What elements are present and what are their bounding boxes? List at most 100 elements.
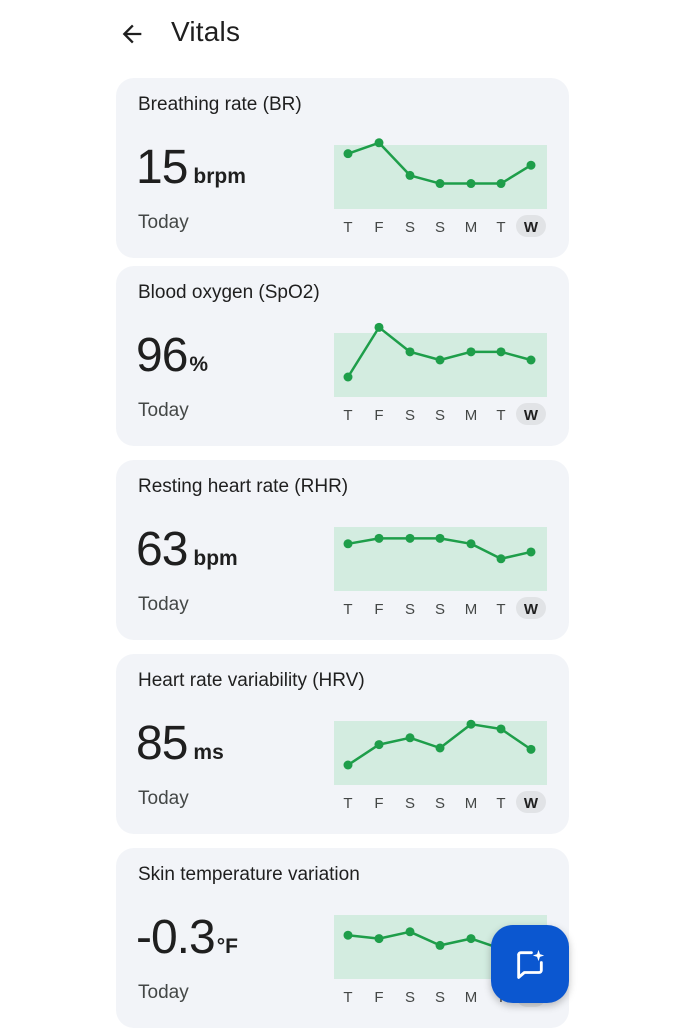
today-highlight <box>516 215 546 237</box>
day-label: F <box>374 989 383 1006</box>
trend-point <box>435 533 445 543</box>
day-label: S <box>435 219 445 236</box>
vital-reading: -0.3 °F <box>136 910 238 965</box>
vital-value: 96 <box>136 329 188 382</box>
trend-point <box>343 760 353 770</box>
trend-point <box>526 744 536 754</box>
day-label: F <box>374 219 383 236</box>
day-label: M <box>465 601 478 618</box>
vital-card[interactable]: Blood oxygen (SpO2) 96% Today T F S S M T W <box>116 266 569 446</box>
day-label: S <box>405 407 415 424</box>
vital-period: Today <box>138 788 189 809</box>
vital-value: 85 <box>136 717 188 770</box>
trend-point <box>435 940 445 950</box>
trend-point <box>405 170 415 180</box>
trend-point <box>526 547 536 557</box>
day-label: S <box>405 219 415 236</box>
day-label: T <box>343 601 352 618</box>
trend-point <box>496 347 506 357</box>
assistant-fab-button[interactable] <box>491 925 569 1003</box>
day-label: W <box>524 795 539 812</box>
normal-range-band <box>334 145 547 209</box>
trend-point <box>374 322 384 332</box>
arrow-left-icon <box>122 24 142 44</box>
vital-value: 63 <box>136 523 188 576</box>
day-label: S <box>405 989 415 1006</box>
vital-period: Today <box>138 594 189 615</box>
day-label: F <box>374 601 383 618</box>
trend-point <box>374 740 384 750</box>
vital-card[interactable]: Resting heart rate (RHR) 63 bpm Today T F S S M T… <box>116 460 569 640</box>
trend-point <box>466 719 476 729</box>
trend-point <box>466 539 476 549</box>
vital-unit: brpm <box>193 165 246 188</box>
day-label: M <box>465 407 478 424</box>
trend-point <box>405 533 415 543</box>
day-label: S <box>435 407 445 424</box>
day-label: S <box>405 601 415 618</box>
normal-range-band <box>334 333 547 397</box>
day-label: S <box>435 601 445 618</box>
chat-sparkle-icon <box>517 949 545 979</box>
day-label: W <box>524 219 539 236</box>
app-header: Vitals <box>0 0 683 72</box>
day-label: F <box>374 795 383 812</box>
trend-point <box>343 930 353 940</box>
trend-point <box>466 347 476 357</box>
day-label: F <box>374 407 383 424</box>
trend-point <box>435 355 445 365</box>
trend-point <box>466 179 476 189</box>
trend-point <box>435 743 445 753</box>
vital-value: -0.3 <box>136 911 216 964</box>
vital-unit: bpm <box>193 547 238 570</box>
normal-range-band <box>334 721 547 785</box>
vital-unit: °F <box>216 935 238 958</box>
trend-point <box>496 724 506 734</box>
day-label: T <box>343 219 352 236</box>
trend-point <box>526 355 536 365</box>
trend-point <box>435 179 445 189</box>
vital-period: Today <box>138 982 189 1003</box>
day-label: M <box>465 219 478 236</box>
trend-point <box>343 539 353 549</box>
vital-period: Today <box>138 400 189 421</box>
page-title: Vitals <box>171 16 241 47</box>
day-label: T <box>343 407 352 424</box>
day-label: T <box>496 407 505 424</box>
day-label: T <box>496 219 505 236</box>
vital-reading: 63 bpm <box>136 522 238 577</box>
day-label: M <box>465 795 478 812</box>
trend-point <box>374 138 384 148</box>
vital-reading: 96% <box>136 328 208 383</box>
vital-card[interactable]: Heart rate variability (HRV) 85 ms Today T F S… <box>116 654 569 834</box>
vital-title: Breathing rate (BR) <box>138 94 302 115</box>
day-label: S <box>435 989 445 1006</box>
today-highlight <box>516 791 546 813</box>
vital-title: Resting heart rate (RHR) <box>138 476 349 497</box>
vital-card[interactable]: Breathing rate (BR) 15 brpm Today T F S S M T W <box>116 78 569 258</box>
vital-reading: 15 brpm <box>136 140 246 195</box>
back-button[interactable] <box>112 14 152 54</box>
trend-point <box>405 733 415 743</box>
today-highlight <box>516 403 546 425</box>
day-label: W <box>524 601 539 618</box>
vital-reading: 85 ms <box>136 716 224 771</box>
vital-unit: % <box>189 353 209 376</box>
trend-point <box>343 149 353 159</box>
day-label: T <box>343 795 352 812</box>
vital-unit: ms <box>193 741 224 764</box>
vital-value: 15 <box>136 141 188 194</box>
trend-point <box>405 347 415 357</box>
trend-point <box>374 934 384 944</box>
day-label: W <box>524 407 539 424</box>
day-label: S <box>405 795 415 812</box>
day-label: T <box>343 989 352 1006</box>
vital-period: Today <box>138 212 189 233</box>
day-label: M <box>465 989 478 1006</box>
vital-title: Heart rate variability (HRV) <box>138 670 365 691</box>
trend-point <box>496 179 506 189</box>
